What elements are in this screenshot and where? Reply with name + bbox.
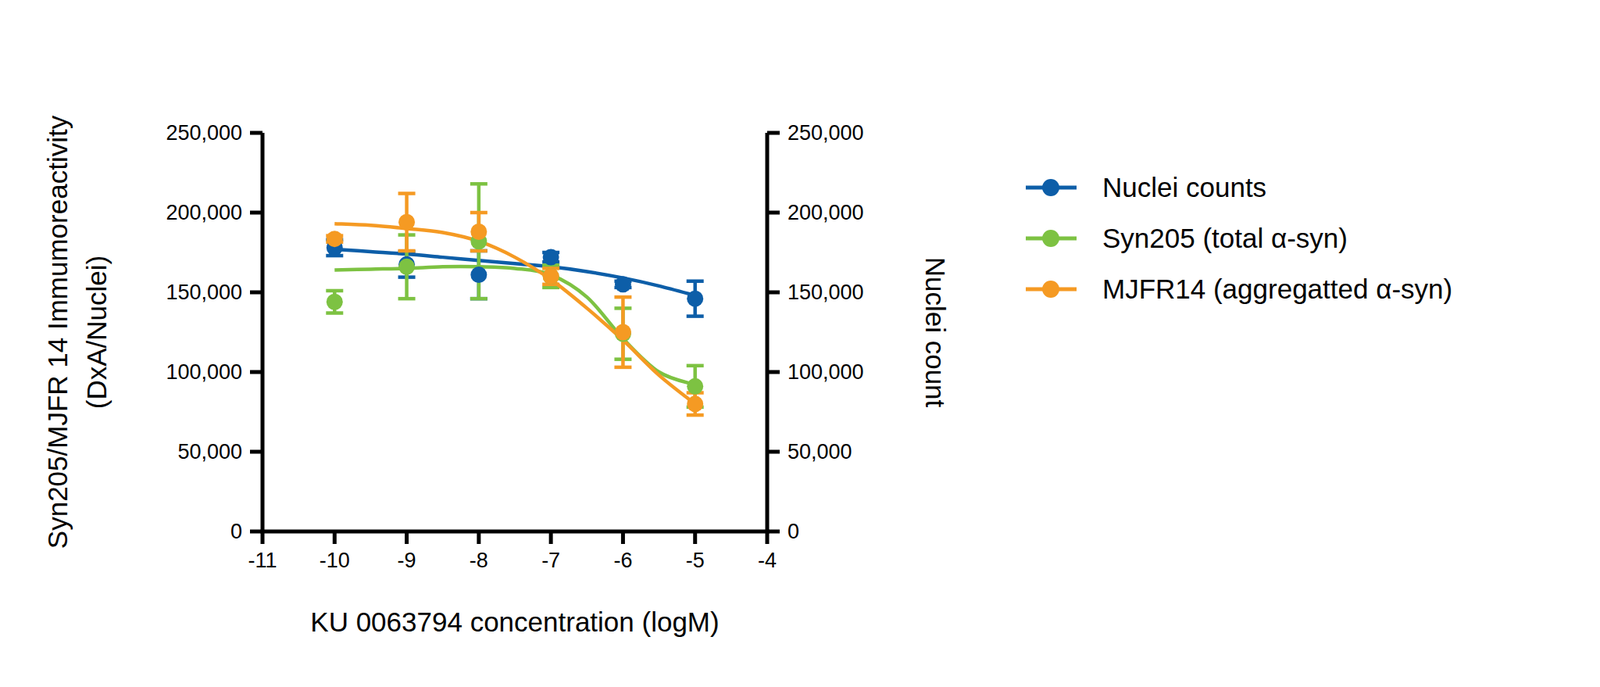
y-tick xyxy=(250,370,263,375)
y2-tick-label: 50,000 xyxy=(787,439,853,464)
x-axis-title: KU 0063794 concentration (logM) xyxy=(310,606,719,637)
error-cap xyxy=(686,314,704,318)
error-cap xyxy=(325,310,343,315)
legend-marker xyxy=(1042,229,1060,247)
legend: Nuclei counts Syn205 (total α-syn) MJFR14 … xyxy=(1025,171,1453,304)
error-cap xyxy=(470,296,488,301)
plot-area xyxy=(325,183,704,415)
error-cap xyxy=(614,295,632,300)
error-cap xyxy=(325,289,343,293)
y-tick-label: 150,000 xyxy=(165,280,243,304)
x-tick-label: -11 xyxy=(247,548,277,572)
x-tick xyxy=(621,531,625,544)
error-cap xyxy=(686,364,704,368)
x-tick xyxy=(404,531,409,544)
y-tick xyxy=(250,210,263,215)
error-cap xyxy=(686,413,704,418)
x-axis-line xyxy=(260,529,770,534)
data-point xyxy=(614,324,632,341)
y2-tick-label: 150,000 xyxy=(787,280,865,304)
y-tick xyxy=(250,290,263,295)
data-point xyxy=(326,293,343,311)
y-axis-line xyxy=(260,132,265,532)
data-point xyxy=(398,258,415,275)
legend-label: Nuclei counts xyxy=(1102,171,1267,203)
y-tick-label: 0 xyxy=(230,519,243,543)
y-tick-label: 100,000 xyxy=(165,360,243,384)
y-tick-label: 250,000 xyxy=(165,121,243,145)
y2-axis-line xyxy=(765,132,770,532)
y2-tick-label: 250,000 xyxy=(787,121,865,145)
x-tick-label: -8 xyxy=(469,548,489,572)
data-point xyxy=(398,214,415,231)
y2-axis-title: Nuclei count xyxy=(920,257,951,408)
error-bar xyxy=(542,264,560,288)
error-bar xyxy=(686,392,704,416)
y2-tick xyxy=(767,290,780,295)
error-bar xyxy=(542,267,560,284)
data-point xyxy=(614,275,632,293)
legend-marker xyxy=(1042,178,1060,197)
error-cap xyxy=(470,210,488,215)
x-tick xyxy=(476,531,481,544)
legend-marker xyxy=(1042,280,1060,298)
error-cap xyxy=(542,285,560,290)
error-bar xyxy=(470,212,488,251)
x-tick xyxy=(549,531,554,544)
error-cap xyxy=(470,182,488,186)
error-bar xyxy=(325,290,343,314)
y2-tick xyxy=(767,370,780,375)
x-tick-label: -9 xyxy=(397,548,417,572)
chart: -11 -10 -9 -8 -7 -6 -5 -4 0 50,000 100,000 150,000 2… xyxy=(0,0,1600,687)
data-point xyxy=(542,267,560,285)
error-cap xyxy=(398,191,416,196)
data-point xyxy=(686,395,704,412)
y-tick-label: 50,000 xyxy=(177,439,243,464)
data-point xyxy=(470,223,487,240)
x-tick xyxy=(692,531,697,544)
x-tick-label: -5 xyxy=(685,548,705,572)
y-axis-title: Syn205/MJFR 14 Immumoreactivity xyxy=(42,114,73,549)
y2-tick-label: 0 xyxy=(787,519,800,543)
y-tick-label: 200,000 xyxy=(165,200,243,225)
y2-tick xyxy=(767,131,780,136)
y2-tick xyxy=(767,529,780,534)
data-point xyxy=(326,230,343,247)
error-cap xyxy=(398,249,416,254)
y2-tick xyxy=(767,210,780,215)
legend-label: MJFR14 (aggregatted α-syn) xyxy=(1102,273,1453,304)
x-tick-label: -7 xyxy=(541,548,561,572)
y2-tick xyxy=(767,450,780,454)
x-tick-label: -10 xyxy=(319,548,350,572)
error-bar xyxy=(398,193,416,251)
y2-tick-label: 100,000 xyxy=(787,360,865,384)
error-cap xyxy=(686,278,704,283)
fit-curve xyxy=(334,266,695,385)
error-cap xyxy=(470,249,488,254)
error-cap xyxy=(470,249,488,254)
x-tick-label: -6 xyxy=(613,548,633,572)
x-tick xyxy=(332,531,337,544)
y-axis-title: (DxA/Nuclei) xyxy=(81,255,112,409)
x-tick-label: -4 xyxy=(757,548,777,572)
data-point xyxy=(686,378,704,395)
y-tick xyxy=(250,529,263,534)
error-cap xyxy=(470,296,488,301)
error-cap xyxy=(398,296,416,301)
error-cap xyxy=(614,365,632,370)
fit-curve xyxy=(334,223,695,404)
error-bar xyxy=(686,281,704,317)
legend-label: Syn205 (total α-syn) xyxy=(1102,222,1348,254)
data-point xyxy=(542,267,560,285)
data-point xyxy=(686,290,704,308)
error-bar xyxy=(614,296,632,368)
y-tick xyxy=(250,131,263,136)
y-tick xyxy=(250,450,263,454)
data-point xyxy=(542,249,560,266)
error-bar xyxy=(470,183,488,299)
data-point xyxy=(470,266,487,283)
y2-tick-label: 200,000 xyxy=(787,200,865,225)
